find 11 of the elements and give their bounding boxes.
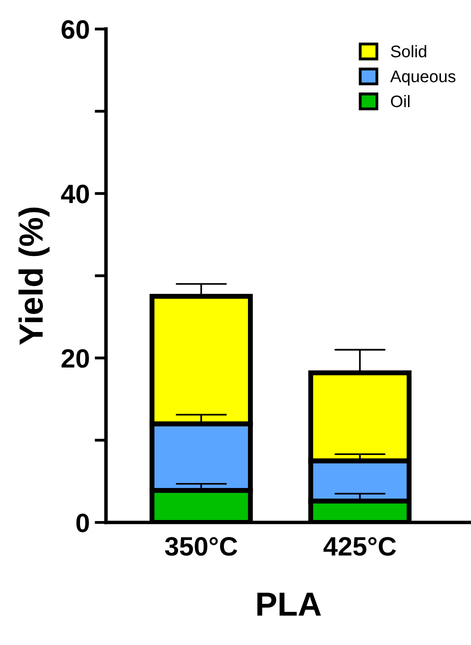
y-tick-label: 40 <box>61 184 89 204</box>
x-axis-title: PLA <box>257 592 321 616</box>
y-tick-label: 20 <box>62 349 89 368</box>
y-tick-label: 0 <box>76 514 89 532</box>
y-axis-title: Yield (%) <box>18 208 50 345</box>
legend-label: Solid <box>390 45 426 58</box>
legend-label: Aqueous <box>390 70 456 86</box>
legend-label: Oil <box>390 95 410 108</box>
y-tick-label: 60 <box>62 20 89 39</box>
x-tick-label: 350°C <box>164 537 238 556</box>
x-tick-label: 425°C <box>323 537 396 556</box>
